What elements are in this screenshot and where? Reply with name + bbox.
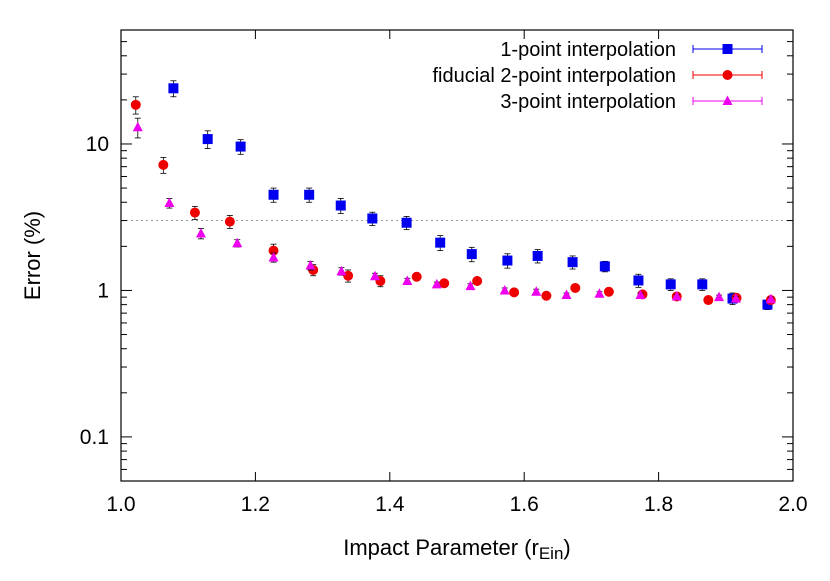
data-point bbox=[235, 141, 246, 152]
data-point bbox=[603, 286, 614, 297]
data-point bbox=[765, 293, 776, 304]
data-point bbox=[635, 289, 646, 300]
data-point bbox=[665, 279, 676, 290]
data-point bbox=[499, 284, 510, 295]
x-axis-title-close: ) bbox=[563, 535, 570, 560]
data-point bbox=[411, 271, 422, 282]
x-axis-title: Impact Parameter (rEin) bbox=[343, 535, 571, 563]
data-point bbox=[465, 280, 476, 291]
data-point bbox=[224, 216, 235, 227]
data-point bbox=[268, 189, 279, 200]
data-point bbox=[599, 261, 610, 272]
series-layer bbox=[130, 80, 776, 310]
data-point bbox=[633, 275, 644, 286]
data-point bbox=[509, 287, 520, 298]
plot-frame bbox=[120, 29, 794, 482]
data-point bbox=[268, 251, 279, 262]
data-point bbox=[130, 99, 141, 110]
x-axis-title-main: Impact Parameter (r bbox=[343, 535, 539, 560]
data-point bbox=[703, 295, 714, 306]
legend-marker bbox=[722, 95, 733, 105]
x-tick-label: 2.0 bbox=[778, 493, 807, 516]
x-tick-label: 1.4 bbox=[375, 493, 405, 516]
series-triangle bbox=[132, 117, 776, 304]
data-point bbox=[305, 260, 316, 270]
data-point bbox=[594, 288, 605, 298]
data-point bbox=[570, 282, 581, 293]
data-point bbox=[195, 227, 206, 238]
data-point bbox=[714, 291, 725, 302]
data-point bbox=[541, 290, 552, 301]
x-axis-title-subscript: Ein bbox=[539, 544, 564, 563]
legend: 1-point interpolation fiducial 2-point in… bbox=[433, 39, 763, 113]
y-axis-title: Error (%) bbox=[20, 211, 45, 300]
data-point bbox=[561, 289, 572, 300]
x-tick-label: 1.8 bbox=[644, 493, 673, 516]
data-point bbox=[402, 275, 413, 286]
data-point bbox=[164, 197, 175, 208]
data-point bbox=[466, 249, 477, 260]
y-tick-label: 0.1 bbox=[80, 426, 109, 449]
data-point bbox=[502, 255, 513, 266]
data-point bbox=[343, 270, 354, 281]
legend-marker bbox=[722, 70, 733, 80]
x-tick-label: 1.2 bbox=[241, 493, 270, 516]
data-point bbox=[472, 276, 483, 287]
data-point bbox=[697, 279, 708, 290]
data-point bbox=[370, 270, 381, 281]
data-point bbox=[189, 207, 200, 218]
data-point bbox=[671, 290, 682, 301]
data-point bbox=[531, 286, 542, 296]
data-point bbox=[168, 83, 179, 94]
tick-labels: 1.0 1.2 1.4 1.6 1.8 2.0 0.1 1 10 bbox=[80, 133, 808, 516]
legend-marker bbox=[722, 44, 733, 54]
data-point bbox=[439, 278, 450, 289]
data-point bbox=[762, 299, 773, 310]
data-point bbox=[335, 200, 346, 211]
legend-label: 3-point interpolation bbox=[500, 91, 676, 113]
y-tick-label: 10 bbox=[86, 133, 109, 156]
data-point bbox=[567, 257, 578, 268]
x-tick-label: 1.0 bbox=[106, 493, 135, 516]
data-point bbox=[431, 278, 442, 289]
data-point bbox=[336, 265, 347, 276]
data-point bbox=[132, 121, 143, 132]
data-point bbox=[232, 237, 243, 248]
data-point bbox=[304, 189, 315, 200]
data-point bbox=[202, 134, 213, 145]
data-point bbox=[367, 213, 378, 224]
data-point bbox=[435, 237, 446, 248]
data-point bbox=[730, 293, 741, 303]
x-tick-label: 1.6 bbox=[510, 493, 539, 516]
legend-label: 1-point interpolation bbox=[500, 39, 676, 61]
legend-label: fiducial 2-point interpolation bbox=[433, 65, 677, 87]
data-point bbox=[401, 217, 412, 228]
data-point bbox=[158, 159, 169, 170]
data-point bbox=[532, 250, 543, 261]
y-tick-label: 1 bbox=[97, 279, 109, 302]
